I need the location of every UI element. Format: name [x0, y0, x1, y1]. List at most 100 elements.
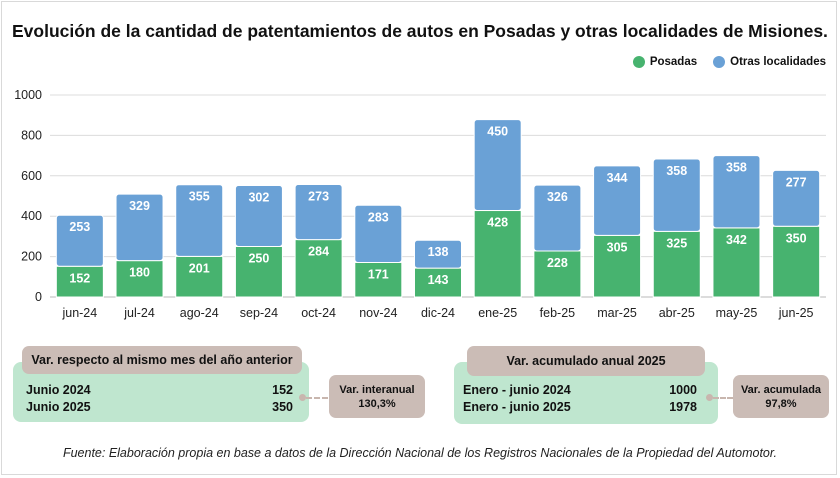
x-tick-label: ago-24 — [180, 306, 219, 320]
y-tick-label: 200 — [21, 250, 42, 264]
connector-knob — [706, 394, 713, 401]
data-label: 350 — [786, 231, 807, 245]
data-label: 358 — [726, 161, 747, 175]
data-label: 171 — [368, 267, 389, 281]
x-tick-label: mar-25 — [597, 306, 637, 320]
data-label: 180 — [129, 266, 150, 280]
bar-otras — [414, 239, 462, 269]
data-label: 277 — [786, 175, 807, 189]
data-label: 329 — [129, 199, 150, 213]
y-tick-label: 800 — [21, 128, 42, 142]
data-label: 355 — [189, 190, 210, 204]
bar-posadas — [55, 265, 104, 298]
x-tick-label: sep-24 — [240, 306, 278, 320]
x-tick-label: abr-25 — [659, 306, 695, 320]
data-label: 428 — [487, 216, 508, 230]
summary-left-header: Var. respecto al mismo mes del año anter… — [22, 346, 302, 374]
x-tick-label: jul-24 — [123, 306, 155, 320]
y-tick-label: 1000 — [14, 88, 42, 102]
bar-otras — [294, 183, 343, 241]
summary-right-row-label: Enero - junio 2024 — [463, 383, 571, 397]
summary-left-row-value: 152 — [272, 383, 293, 397]
bar-otras — [115, 193, 164, 262]
var-acumulada-label: Var. acumulada — [740, 383, 822, 396]
x-tick-label: jun-25 — [778, 306, 814, 320]
summary-left-row-label: Junio 2024 — [26, 383, 91, 397]
summary-right-header: Var. acumulado anual 2025 — [467, 346, 705, 376]
summary-left-row-label: Junio 2025 — [26, 400, 91, 414]
data-label: 152 — [69, 271, 90, 285]
connector-line — [306, 397, 328, 399]
data-label: 450 — [487, 125, 508, 139]
summary-right-row-value: 1978 — [669, 400, 697, 414]
x-tick-label: ene-25 — [478, 306, 517, 320]
data-label: 325 — [666, 236, 687, 250]
var-acumulada-value: 97,8% — [765, 397, 797, 410]
connector-knob — [299, 394, 306, 401]
bar-otras — [652, 158, 701, 232]
var-interanual-value: 130,3% — [358, 397, 396, 410]
x-tick-label: may-25 — [716, 306, 758, 320]
summary-left-row-value: 350 — [272, 400, 293, 414]
data-label: 305 — [607, 240, 628, 254]
legend-swatch-otras — [713, 56, 726, 68]
bar-otras — [712, 155, 761, 229]
bar-otras — [234, 184, 283, 248]
chart-title: Evolución de la cantidad de patentamient… — [12, 21, 828, 41]
bar-posadas — [593, 234, 642, 298]
bar-posadas — [234, 246, 283, 298]
data-label: 283 — [368, 210, 389, 224]
bar-chart: 0 200 400 600 800 1000 152 253 jun-24 180 329 jul-2… — [14, 88, 826, 320]
bar-posadas — [652, 230, 701, 298]
x-tick-label: feb-25 — [540, 306, 575, 320]
legend: Posadas Otras localidades — [632, 56, 826, 68]
legend-item-posadas: Posadas — [632, 56, 698, 68]
data-label: 302 — [248, 190, 269, 204]
bar-otras — [55, 214, 104, 267]
legend-label-posadas: Posadas — [649, 56, 698, 68]
source-note: Fuente: Elaboración propia en base a dat… — [62, 446, 778, 460]
x-tick-label: jun-24 — [61, 306, 97, 320]
summary-right-row-label: Enero - junio 2025 — [463, 400, 571, 414]
data-label: 143 — [428, 273, 449, 287]
legend-label-otras: Otras localidades — [730, 56, 826, 68]
data-label: 250 — [248, 252, 269, 266]
legend-swatch-posadas — [632, 56, 645, 68]
x-tick-label: nov-24 — [359, 306, 397, 320]
connector-line — [713, 397, 733, 399]
y-tick-label: 400 — [21, 209, 42, 223]
data-label: 344 — [607, 171, 628, 185]
bar-posadas — [414, 267, 462, 298]
bar-posadas — [533, 250, 582, 298]
bar-posadas — [712, 227, 761, 298]
data-label: 253 — [69, 220, 90, 234]
data-label: 326 — [547, 190, 568, 204]
bar-otras — [772, 169, 821, 227]
bar-posadas — [772, 225, 821, 298]
x-tick-label: dic-24 — [421, 306, 455, 320]
summary-right-row-value: 1000 — [669, 383, 697, 397]
bar-otras — [593, 165, 642, 236]
bar-otras — [473, 119, 522, 212]
data-label: 138 — [428, 245, 449, 259]
data-label: 228 — [547, 256, 568, 270]
y-tick-label: 600 — [21, 169, 42, 183]
var-interanual-box: Var. interanual 130,3% — [329, 375, 425, 418]
bar-otras — [175, 184, 224, 257]
legend-item-otras: Otras localidades — [713, 56, 826, 68]
data-label: 284 — [308, 245, 329, 259]
data-label: 358 — [666, 164, 687, 178]
var-acumulada-box: Var. acumulada 97,8% — [733, 375, 829, 418]
data-label: 273 — [308, 189, 329, 203]
bar-posadas — [115, 260, 164, 298]
bar-posadas — [473, 210, 522, 298]
data-label: 201 — [189, 261, 210, 275]
bar-posadas — [175, 255, 224, 298]
data-label: 342 — [726, 233, 747, 247]
x-tick-label: oct-24 — [301, 306, 336, 320]
bar-otras — [533, 184, 582, 252]
var-interanual-label: Var. interanual — [339, 383, 415, 396]
y-tick-label: 0 — [35, 290, 42, 304]
bar-otras — [354, 204, 403, 263]
